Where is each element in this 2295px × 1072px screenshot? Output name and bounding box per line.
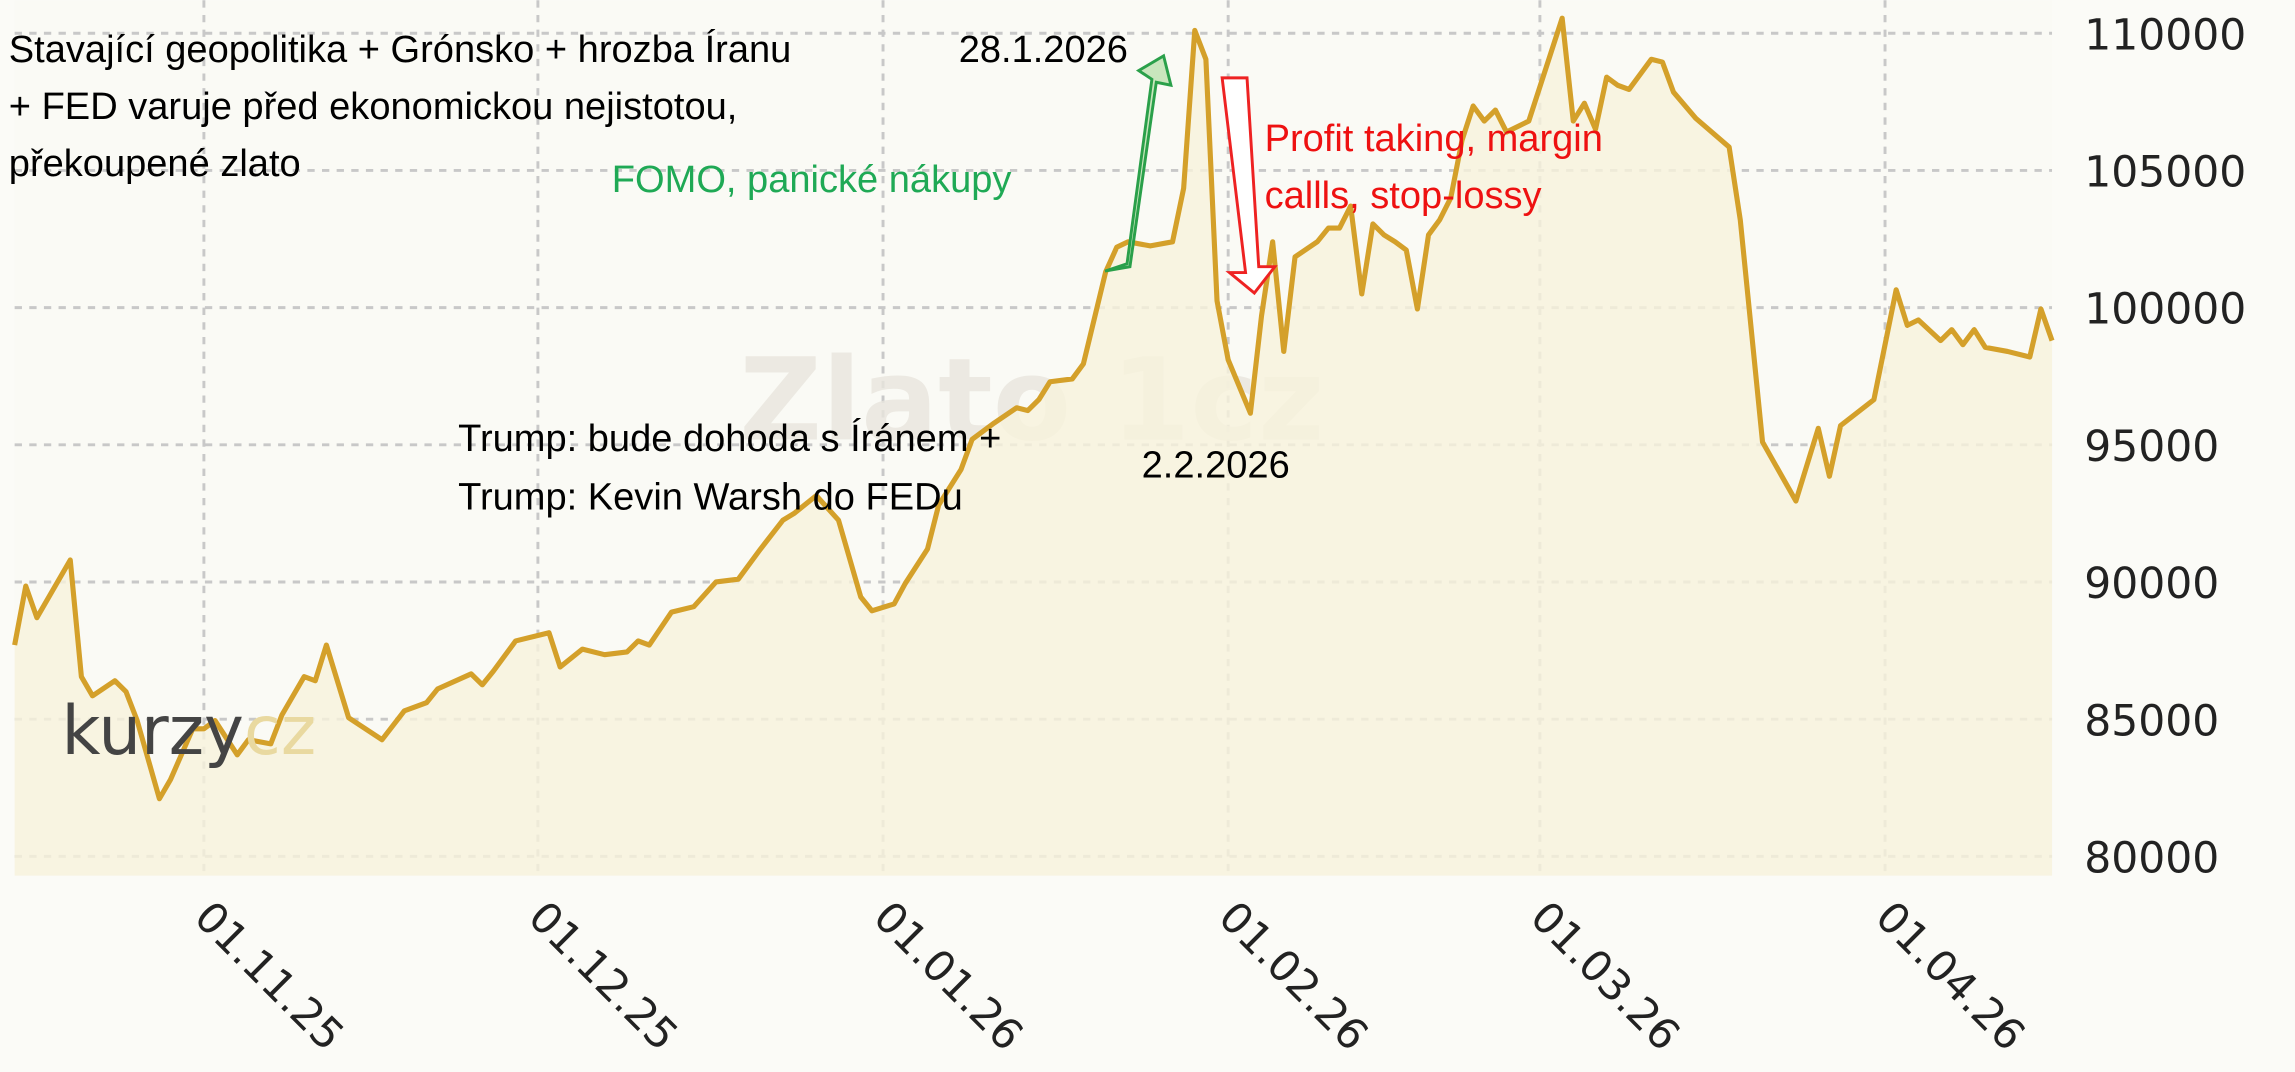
- annotation: Profit taking, margin: [1265, 118, 1603, 160]
- logo: kurzycz: [61, 692, 316, 770]
- annotation: callls, stop-lossy: [1265, 175, 1542, 217]
- logo-right: cz: [244, 692, 316, 770]
- y-tick-label: 80000: [2084, 834, 2219, 883]
- annotation: 2.2.2026: [1142, 444, 1290, 486]
- annotation: FOMO, panické nákupy: [612, 159, 1012, 201]
- annotation: překoupené zlato: [9, 143, 301, 185]
- annotation: Trump: bude dohoda s Íránem +: [458, 417, 1001, 460]
- y-tick-label: 105000: [2084, 149, 2246, 198]
- logo-left: kurzy: [61, 692, 243, 770]
- annotations: Stavající geopolitika + Grónsko + hrozba…: [9, 28, 1603, 519]
- line: [12, 15, 2055, 802]
- arrow-down: [1220, 76, 1278, 296]
- arrow-up: [1104, 53, 1173, 273]
- y-tick-label: 110000: [2084, 11, 2246, 60]
- annotation: Stavající geopolitika + Grónsko + hrozba…: [9, 28, 792, 71]
- area: [14, 18, 2053, 876]
- annotation: Trump: Kevin Warsh do FEDu: [458, 477, 963, 519]
- plot: [12, 15, 2055, 876]
- annotation: 28.1.2026: [959, 29, 1128, 71]
- y-tick-label: 85000: [2084, 697, 2219, 746]
- y-tick-label: 100000: [2084, 286, 2246, 335]
- annotation: + FED varuje před ekonomickou nejistotou…: [9, 86, 738, 128]
- y-tick-label: 95000: [2084, 423, 2219, 472]
- y-tick-label: 90000: [2084, 560, 2219, 609]
